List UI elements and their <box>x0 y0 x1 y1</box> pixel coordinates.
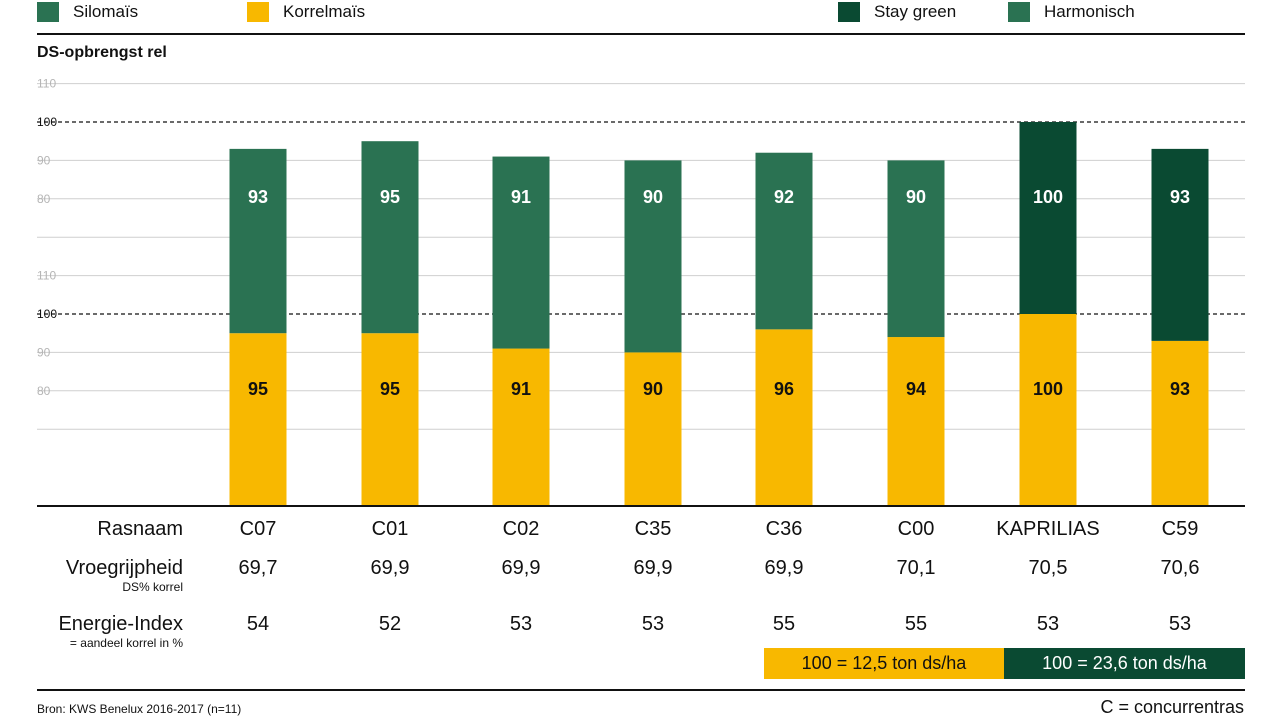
energie-cell: 55 <box>904 613 928 635</box>
korrelmais-value-label: 95 <box>248 379 268 399</box>
energie-cell: 52 <box>378 613 402 635</box>
korrelmais-bar-c59 <box>1151 340 1209 506</box>
silomais-value-label: 93 <box>1170 187 1190 207</box>
energie-index-sublabel: = aandeel korrel in % <box>69 636 183 650</box>
upper-y-tick-label: 80 <box>37 192 51 206</box>
korrelmais-bar-kaprilias <box>1019 314 1077 506</box>
energie-cell: 53 <box>509 613 533 635</box>
silomais-value-label: 92 <box>774 187 794 207</box>
vroeg-cell: 70,6 <box>1160 557 1200 579</box>
vroeg-cell: 69,9 <box>633 557 673 579</box>
legend-item-korrelmais: Korrelmaïs <box>247 0 365 24</box>
lower-y-tick-label: 110 <box>37 269 56 283</box>
silomais-value-label: 93 <box>248 187 268 207</box>
vroegrijpheid-label: Vroegrijpheid <box>65 557 183 579</box>
source-note: Bron: KWS Benelux 2016-2017 (n=11) <box>37 702 242 716</box>
legend-item-silomais: Silomaïs <box>37 0 138 24</box>
bar-chart: 110 100 90 80 110 100 90 80 95 95 91 90 96 94 100 93 93 9… <box>37 77 1245 507</box>
korrelmais-value-label: 94 <box>906 379 926 399</box>
legend-item-staygreen: Stay green <box>838 0 956 24</box>
korrelmais-value-label: 90 <box>643 379 663 399</box>
legend-label-staygreen: Stay green <box>874 2 957 21</box>
korrelmais-bar-c01 <box>361 333 419 506</box>
vroeg-cell: 69,9 <box>501 557 541 579</box>
korrelmais-value-label: 100 <box>1033 379 1063 399</box>
silomais-value-label: 90 <box>906 187 926 207</box>
energie-index-label: Energie-Index <box>58 613 183 635</box>
korrelmais-value-label: 95 <box>380 379 400 399</box>
rasnaam-label: Rasnaam <box>97 518 183 540</box>
silomais-value-label: 90 <box>643 187 663 207</box>
silomais-bar-c01 <box>361 141 419 334</box>
legend-label-harmonisch: Harmonisch <box>1044 2 1135 21</box>
korrelmais-bar-c36 <box>755 329 813 506</box>
legend: Silomaïs Korrelmaïs Stay green Harmonisc… <box>0 0 1280 28</box>
concurrent-note: C = concurrentras <box>1100 697 1244 717</box>
korrelmais-bar-c02 <box>492 348 550 506</box>
rasnaam-cell: C59 <box>1161 518 1199 540</box>
legend-label-silomais: Silomaïs <box>73 2 139 21</box>
rasnaam-cell: KAPRILIAS <box>996 518 1100 540</box>
silomais-value-label: 100 <box>1033 187 1063 207</box>
harmonisch-swatch <box>1008 2 1030 22</box>
rasnaam-cell: C36 <box>765 518 803 540</box>
upper-y-tick-label: 90 <box>37 153 51 167</box>
silomais-bar-c36 <box>755 152 813 330</box>
vroegrijpheid-sublabel: DS% korrel <box>122 580 183 594</box>
energie-cell: 55 <box>772 613 796 635</box>
energie-cell: 53 <box>1036 613 1060 635</box>
top-rule <box>37 33 1245 35</box>
lower-y-tick-label: 100 <box>37 307 57 321</box>
silomais-bar-kaprilias <box>1019 122 1077 314</box>
vroeg-cell: 70,1 <box>896 557 936 579</box>
staygreen-swatch <box>838 2 860 22</box>
lower-y-tick-label: 90 <box>37 345 51 359</box>
korrelmais-bar-c00 <box>887 337 945 506</box>
silomais-bar-c07 <box>229 148 287 334</box>
korrelmais-value-label: 93 <box>1170 379 1190 399</box>
korrel-reference-note: 100 = 12,5 ton ds/ha <box>764 648 1004 679</box>
vroeg-cell: 69,9 <box>370 557 410 579</box>
silo-reference-note: 100 = 23,6 ton ds/ha <box>1004 648 1245 679</box>
upper-y-tick-label: 110 <box>37 77 56 91</box>
korrelmais-swatch <box>247 2 269 22</box>
vroeg-cell: 69,9 <box>764 557 804 579</box>
silomais-bar-c35 <box>624 160 682 353</box>
legend-item-harmonisch: Harmonisch <box>1008 0 1135 24</box>
silomais-value-label: 91 <box>511 187 531 207</box>
legend-label-korrelmais: Korrelmaïs <box>283 2 366 21</box>
vroeg-cell: 69,7 <box>238 557 278 579</box>
korrelmais-bar-c07 <box>229 333 287 506</box>
energie-cell: 54 <box>246 613 270 635</box>
silomais-bar-c00 <box>887 160 945 338</box>
silomais-value-label: 95 <box>380 187 400 207</box>
silomais-bar-c59 <box>1151 148 1209 341</box>
vroeg-cell: 70,5 <box>1028 557 1068 579</box>
rasnaam-cell: C02 <box>502 518 540 540</box>
korrelmais-value-label: 91 <box>511 379 531 399</box>
lower-y-tick-label: 80 <box>37 384 51 398</box>
energie-cell: 53 <box>641 613 665 635</box>
korrelmais-bar-c35 <box>624 352 682 506</box>
energie-cell: 53 <box>1168 613 1192 635</box>
rasnaam-cell: C00 <box>897 518 935 540</box>
y-axis-title: DS-opbrengst rel <box>37 44 167 61</box>
silomais-bar-c02 <box>492 156 550 349</box>
bottom-rule <box>37 689 1245 691</box>
rasnaam-cell: C07 <box>239 518 277 540</box>
silomais-swatch <box>37 2 59 22</box>
rasnaam-cell: C01 <box>371 518 409 540</box>
korrelmais-value-label: 96 <box>774 379 794 399</box>
rasnaam-cell: C35 <box>634 518 672 540</box>
upper-y-tick-label: 100 <box>37 115 57 129</box>
